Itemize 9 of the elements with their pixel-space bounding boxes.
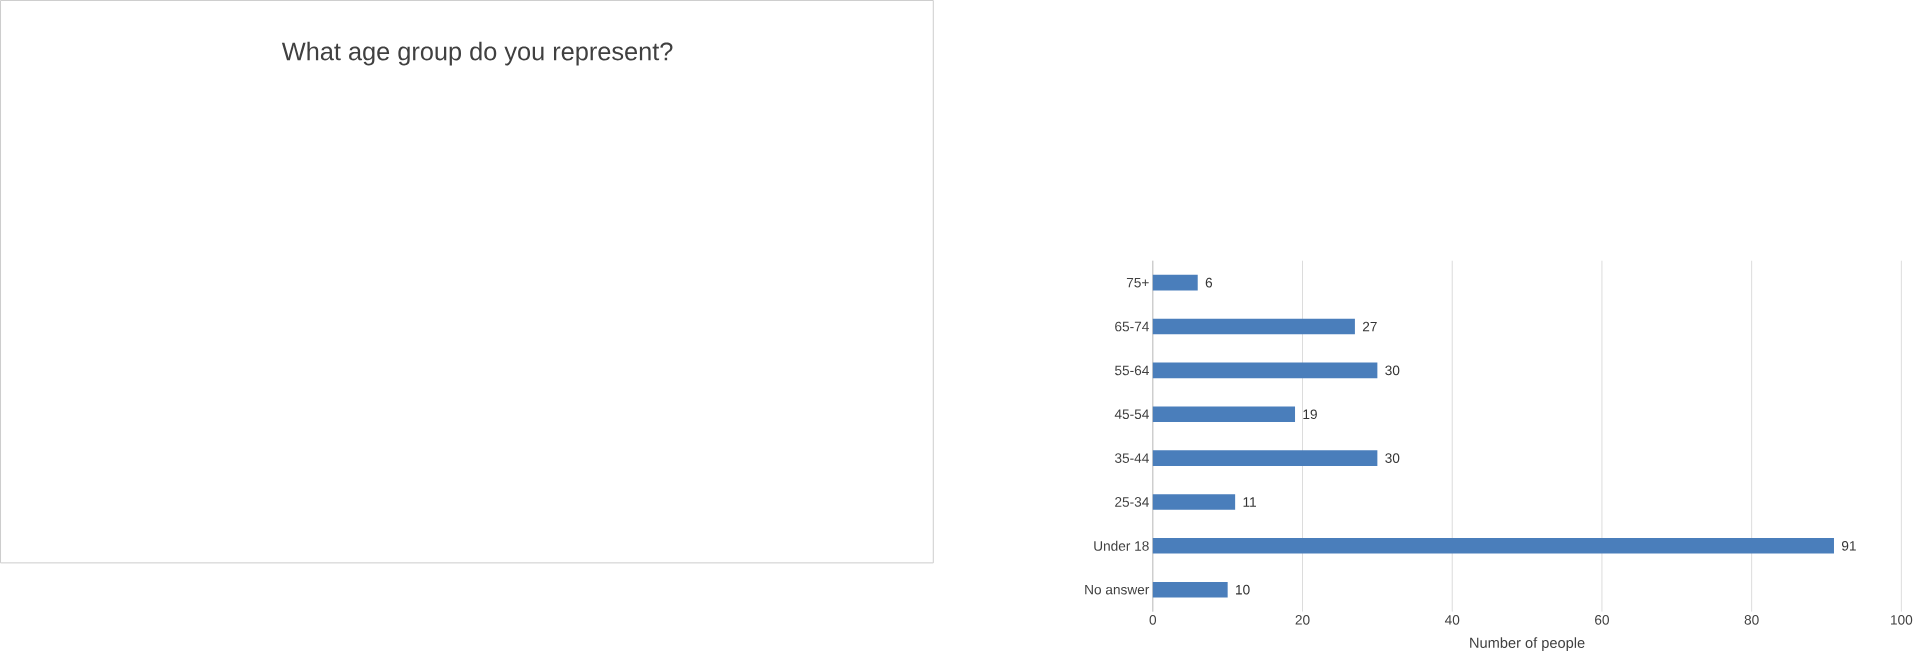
bar <box>1152 362 1378 379</box>
bar <box>1152 274 1198 291</box>
bar <box>1152 318 1355 335</box>
bar <box>1152 406 1296 422</box>
bar <box>1152 537 1834 554</box>
text: What age group do you represent? <box>281 41 673 66</box>
bar <box>1152 581 1228 598</box>
bar <box>1152 494 1236 510</box>
bar <box>1152 450 1378 466</box>
